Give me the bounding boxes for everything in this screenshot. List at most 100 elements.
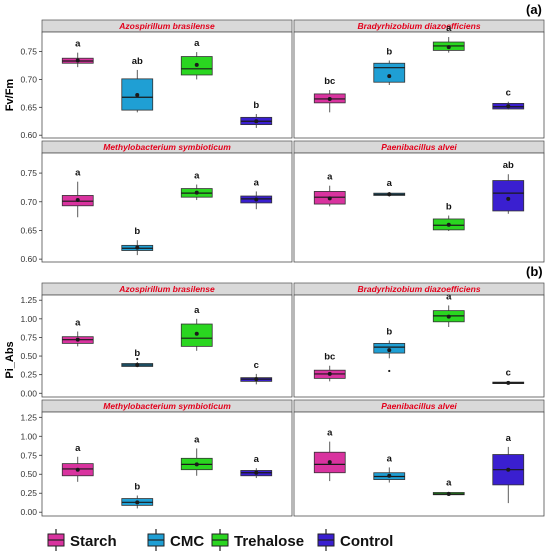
box-mean-point xyxy=(194,62,199,67)
significance-letter: b xyxy=(134,482,140,493)
significance-letter: c xyxy=(506,88,511,99)
significance-letter: a xyxy=(446,478,452,489)
significance-letter: c xyxy=(506,367,511,378)
y-tick-label: 0.75 xyxy=(20,47,37,57)
significance-letter: a xyxy=(254,454,260,465)
y-tick-label: 0.60 xyxy=(20,130,37,140)
box-mean-point xyxy=(194,331,199,336)
y-tick-label: 0.50 xyxy=(20,469,37,479)
box-mean-point xyxy=(387,473,392,478)
box-body xyxy=(373,62,406,83)
legend-item: CMC xyxy=(147,529,204,551)
significance-letter: a xyxy=(327,428,333,439)
y-tick-label: 0.75 xyxy=(20,168,37,178)
legend-label: Starch xyxy=(70,533,117,550)
y-tick-label: 0.50 xyxy=(20,351,37,361)
significance-letter: ab xyxy=(132,56,143,67)
y-tick-label: 0.65 xyxy=(20,225,37,235)
box-mean-point xyxy=(254,119,259,124)
y-tick-label: 0.25 xyxy=(20,370,37,380)
legend-label: CMC xyxy=(170,533,204,550)
box-mean-point xyxy=(446,222,451,227)
box-mean-point xyxy=(254,197,259,202)
significance-letter: a xyxy=(387,453,393,464)
box-mean-point xyxy=(387,192,392,197)
significance-letter: bc xyxy=(324,352,335,363)
significance-letter: bc xyxy=(324,76,335,87)
box-mean-point xyxy=(506,196,511,201)
facet-title: Methylobacterium symbioticum xyxy=(103,142,231,152)
plot-area: Azospirillum brasilense 0.60 0.65 0.70 0.75 a… xyxy=(20,19,545,517)
box-mean-point xyxy=(75,58,80,63)
box-mean-point xyxy=(506,104,511,109)
significance-letter: c xyxy=(254,360,259,371)
box-outlier-point xyxy=(136,357,139,361)
box-mean-point xyxy=(194,462,199,467)
y-tick-label: 0.00 xyxy=(20,388,37,398)
significance-letter: b xyxy=(253,100,259,111)
significance-letter: a xyxy=(254,177,260,188)
significance-letter: b xyxy=(134,348,140,359)
box-mean-point xyxy=(75,198,80,203)
box-mean-point xyxy=(75,467,80,472)
significance-letter: a xyxy=(194,305,200,316)
box-mean-point xyxy=(75,337,80,342)
significance-letter: a xyxy=(75,168,81,179)
y-tick-label: 1.00 xyxy=(20,314,37,324)
facet-title: Methylobacterium symbioticum xyxy=(103,401,231,411)
y-tick-label: 0.75 xyxy=(20,332,37,342)
significance-letter: b xyxy=(446,202,452,213)
legend-item: Starch xyxy=(47,529,117,551)
legend: Starch CMC Trehalose Control xyxy=(47,529,393,551)
significance-letter: a xyxy=(75,443,81,454)
box-mean-point xyxy=(327,96,332,101)
significance-letter: a xyxy=(446,23,452,34)
significance-letter: a xyxy=(446,291,452,302)
box-mean-point xyxy=(327,371,332,376)
legend-label: Trehalose xyxy=(234,533,304,550)
box-mean-point xyxy=(387,348,392,353)
box-mean-point xyxy=(135,500,140,505)
significance-letter: a xyxy=(194,434,200,445)
y-tick-label: 0.25 xyxy=(20,488,37,498)
y-tick-label: 1.25 xyxy=(20,295,37,305)
significance-letter: b xyxy=(386,326,392,337)
box-mean-point xyxy=(135,245,140,250)
legend-item: Control xyxy=(317,529,393,551)
significance-letter: a xyxy=(194,171,200,182)
panel-label-b: (b) xyxy=(526,264,543,279)
y-tick-label: 0.65 xyxy=(20,102,37,112)
significance-letter: a xyxy=(75,39,81,50)
box-mean-point xyxy=(327,196,332,201)
panel-label-a: (a) xyxy=(526,2,542,17)
facet-title: Azospirillum brasilense xyxy=(118,284,215,294)
significance-letter: a xyxy=(387,178,393,189)
box-body xyxy=(492,180,525,212)
box-mean-point xyxy=(194,190,199,195)
facet-title: Paenibacillus alvei xyxy=(381,142,457,152)
significance-letter: b xyxy=(134,226,140,237)
box-mean-point xyxy=(387,74,392,79)
significance-letter: ab xyxy=(503,160,514,171)
legend-label: Control xyxy=(340,533,393,550)
box-outlier-point xyxy=(388,369,391,373)
facet-title: Bradyrhizobium diazoefficiens xyxy=(357,284,480,294)
y-tick-label: 0.00 xyxy=(20,507,37,517)
facet-frame xyxy=(293,31,545,139)
legend-item: Trehalose xyxy=(211,529,304,551)
facet-title: Azospirillum brasilense xyxy=(118,21,215,31)
significance-letter: a xyxy=(75,317,81,328)
facet-frame xyxy=(293,294,545,398)
facet-title: Paenibacillus alvei xyxy=(381,401,457,411)
box-mean-point xyxy=(446,491,451,496)
y-tick-label: 0.60 xyxy=(20,254,37,264)
significance-letter: b xyxy=(386,46,392,57)
y-tick-label: 0.75 xyxy=(20,450,37,460)
facet-title: Bradyrhizobium diazoefficiens xyxy=(357,21,480,31)
box-mean-point xyxy=(254,470,259,475)
box-mean-point xyxy=(446,45,451,50)
y-tick-label: 1.00 xyxy=(20,431,37,441)
y-tick-label: 0.70 xyxy=(20,74,37,84)
y-axis-label-b: Pi_Abs xyxy=(4,341,16,378)
facet-frame xyxy=(41,152,293,263)
